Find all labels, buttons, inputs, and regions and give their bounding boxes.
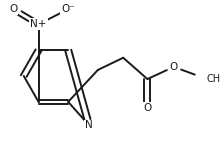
Text: N+: N+ bbox=[30, 19, 47, 29]
Text: O: O bbox=[143, 103, 152, 113]
Text: N: N bbox=[85, 120, 93, 130]
Text: O: O bbox=[9, 4, 17, 14]
Text: CH3: CH3 bbox=[207, 74, 220, 84]
Text: O: O bbox=[170, 62, 178, 72]
Text: O⁻: O⁻ bbox=[61, 4, 75, 14]
